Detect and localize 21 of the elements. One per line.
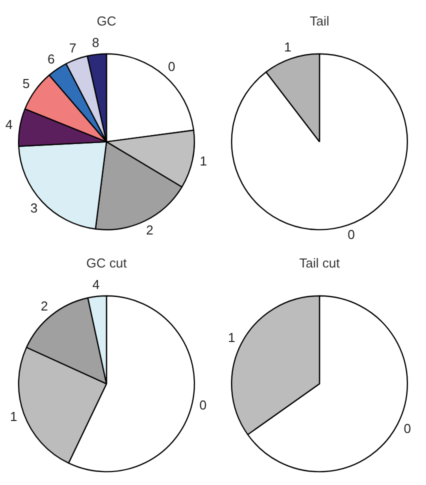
slice-label: 1 xyxy=(10,409,18,424)
slice-label: 5 xyxy=(22,76,30,91)
chart-title: GC cut xyxy=(86,255,128,270)
slice-label: 1 xyxy=(228,330,236,345)
slice-label: 1 xyxy=(200,153,207,168)
chart-title: GC xyxy=(96,13,116,28)
slice-label: 8 xyxy=(92,35,100,50)
slice-label: 2 xyxy=(40,298,48,314)
slice-label: 0 xyxy=(199,397,207,412)
slice-label: 0 xyxy=(404,420,411,436)
slice-label: 0 xyxy=(168,58,176,74)
chart-title: Tail xyxy=(310,13,330,28)
slice-label: 1 xyxy=(284,40,292,55)
slice-label: 6 xyxy=(48,51,55,66)
slice-label: 2 xyxy=(146,222,154,238)
slice-label: 7 xyxy=(69,40,76,56)
slice-label: 4 xyxy=(5,116,13,132)
chart-title: Tail cut xyxy=(299,255,340,270)
slice-label: 3 xyxy=(30,200,38,216)
slice-label: 0 xyxy=(348,227,355,242)
slice-label: 4 xyxy=(92,277,100,292)
